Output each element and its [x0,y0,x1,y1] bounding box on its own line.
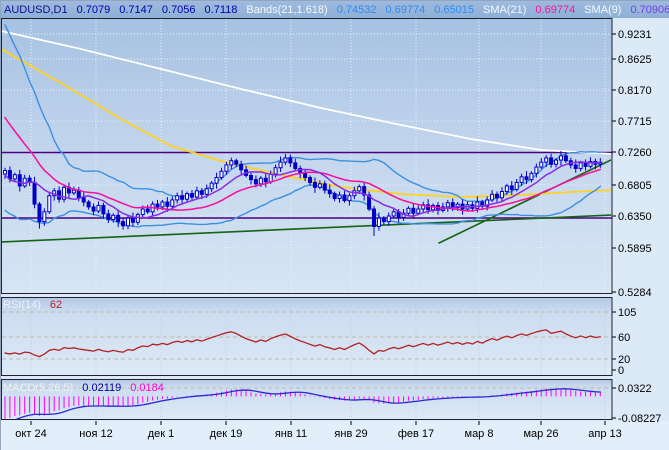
price-axis[interactable]: 0.9231 0.8625 0.8170 0.7715 0.7260 0.6805 0.63… [612,29,652,299]
macd-caption: MACD(5,26,5) 0.02119 0.0184 [3,381,164,394]
main-chart-content [1,24,613,244]
bands-upper-value: 0.74532 [336,3,377,16]
svg-text:дек 19: дек 19 [210,428,243,440]
svg-text:0.7715: 0.7715 [618,116,652,128]
time-strip [1,421,669,450]
macd-main-value: 0.02119 [82,381,122,394]
svg-text:янв 29: янв 29 [334,428,367,440]
macd-axis[interactable]: 0.0322 -0.08227 [612,383,661,425]
sma9-value: 0.70906 [630,3,669,16]
svg-text:105: 105 [618,307,636,319]
svg-text:мар 8: мар 8 [465,428,494,440]
svg-text:окт 24: окт 24 [15,428,46,440]
white-ma-line [2,30,611,155]
svg-text:0.9231: 0.9231 [618,29,652,41]
macd-label: MACD(5,26,5) [3,381,74,394]
bands-label: Bands(21,1.618) [246,3,328,16]
green-trendline[interactable] [438,159,613,244]
svg-text:0.6805: 0.6805 [618,180,652,192]
svg-text:-0.08227: -0.08227 [618,413,661,425]
svg-text:0.6350: 0.6350 [618,211,652,223]
sma9-line [4,161,602,219]
svg-text:0.7260: 0.7260 [618,147,652,159]
svg-text:0.0322: 0.0322 [618,383,652,395]
svg-text:апр 13: апр 13 [588,428,621,440]
svg-text:дек 1: дек 1 [148,428,175,440]
rsi-caption: RSI(14) 62 [3,298,62,311]
svg-text:0: 0 [618,365,624,377]
chart-header: AUDUSD,D1 0.7079 0.7147 0.7056 0.7118 Ba… [1,1,669,18]
panels[interactable] [1,18,613,420]
svg-text:янв 11: янв 11 [275,428,307,440]
macd-signal-value: 0.0184 [130,381,164,394]
rsi-line [4,329,601,358]
svg-text:0.5895: 0.5895 [618,243,652,255]
green-trendline[interactable] [1,214,613,243]
sma9-label: SMA(9) [584,3,622,16]
ohlc-open: 0.7079 [76,3,111,16]
grid [2,19,611,419]
svg-text:0.8170: 0.8170 [618,85,652,97]
sma21-line [4,116,602,212]
main-chart-panel[interactable] [1,18,613,294]
sma21-value: 0.69774 [535,3,576,16]
svg-text:0.5284: 0.5284 [618,287,652,299]
svg-text:мар 26: мар 26 [523,428,558,440]
rsi-label: RSI(14) [3,298,41,311]
macd-signal-line [15,388,601,419]
bands-middle-value: 0.69774 [385,3,426,16]
svg-text:60: 60 [618,332,630,344]
sma21-label: SMA(21) [483,3,527,16]
rsi-axis[interactable]: 105 60 200 [612,307,636,377]
svg-text:фев 17: фев 17 [398,428,434,440]
ohlc-low: 0.7056 [161,3,196,16]
svg-text:0.8625: 0.8625 [618,54,652,66]
rsi-value: 62 [49,298,63,311]
time-axis[interactable]: окт 24 ноя 12 дек 1 дек 19 янв 11 янв 29 фев 1… [15,421,622,440]
svg-text:20: 20 [618,354,630,366]
bands-lower-value: 0.65015 [434,3,475,16]
ohlc-close: 0.7118 [204,3,238,16]
ohlc-high: 0.7147 [119,3,153,16]
symbol-period: AUDUSD,D1 [4,3,68,16]
svg-text:ноя 12: ноя 12 [79,428,112,440]
